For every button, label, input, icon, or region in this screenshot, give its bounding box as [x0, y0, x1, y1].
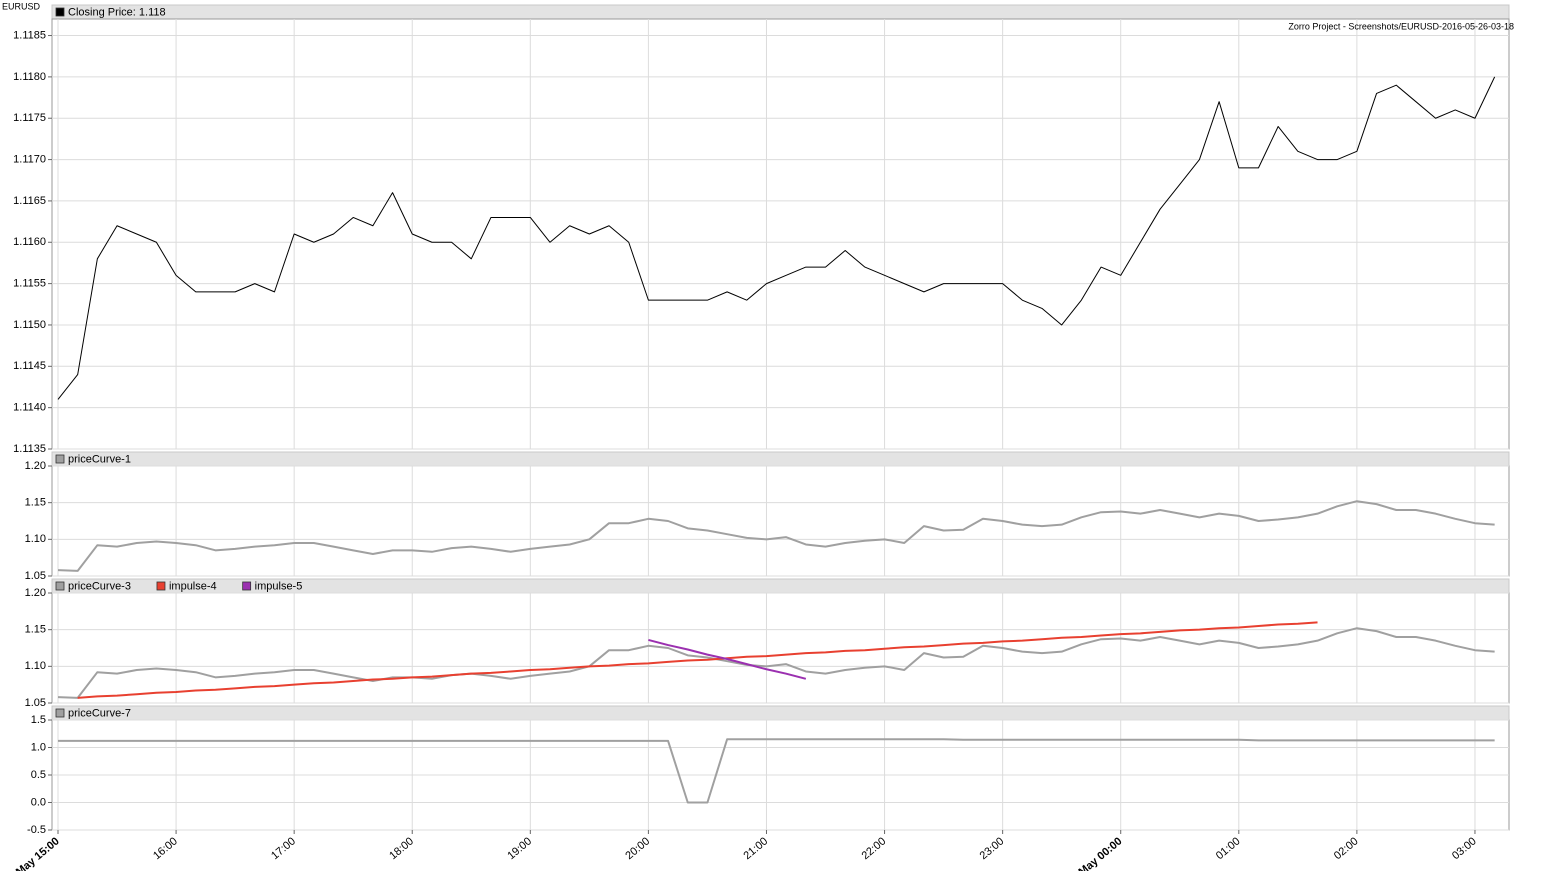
series-line: [57, 76, 1496, 400]
y-tick-label: 1.1185: [13, 29, 46, 41]
y-tick-label: 1.0: [31, 741, 46, 753]
plot-area: [51, 465, 1510, 577]
y-tick-label: 0.0: [31, 796, 46, 808]
y-tick-label: 1.1155: [13, 278, 46, 290]
y-tick-label: 1.10: [25, 660, 46, 672]
y-tick-label: 1.15: [25, 624, 46, 636]
annotation: Zorro Project - Screenshots/EURUSD-2016-…: [1288, 21, 1514, 31]
series-line: [57, 500, 1495, 572]
legend-swatch: [55, 581, 65, 591]
panel-header: [51, 4, 1510, 20]
legend-label: Closing Price: 1.118: [68, 6, 166, 18]
series-line: [648, 638, 807, 680]
y-tick-label: 1.1135: [13, 443, 46, 455]
legend-swatch: [242, 581, 252, 591]
legend-label: priceCurve-3: [68, 580, 131, 592]
y-tick-label: 1.1180: [13, 71, 46, 83]
y-tick-label: 1.1165: [13, 195, 46, 207]
legend-swatch: [55, 708, 65, 718]
y-tick-label: 1.05: [25, 697, 46, 709]
y-tick-label: 0.5: [31, 769, 46, 781]
legend-swatch: [55, 7, 65, 17]
y-tick-label: 1.5: [31, 714, 46, 726]
series-line: [77, 621, 1318, 699]
plot-area: [51, 18, 1510, 450]
legend-label: priceCurve-1: [68, 453, 131, 465]
y-tick-label: 1.20: [25, 460, 46, 472]
y-tick-label: 1.1170: [13, 153, 46, 165]
y-tick-label: 1.1150: [13, 319, 46, 331]
y-tick-label: 1.1140: [13, 402, 46, 414]
symbol: EURUSD: [2, 1, 41, 11]
series-line: [57, 627, 1495, 699]
y-tick-label: 1.20: [25, 587, 46, 599]
panel-header: [51, 451, 1510, 467]
y-tick-label: -0.5: [27, 824, 46, 836]
legend-label: impulse-4: [169, 580, 217, 592]
legend-swatch: [156, 581, 166, 591]
y-tick-label: 1.1145: [13, 360, 46, 372]
series-line: [58, 738, 1495, 804]
y-tick-label: 1.1160: [13, 236, 46, 248]
legend-label: impulse-5: [255, 580, 303, 592]
panel-header: [51, 705, 1510, 721]
y-tick-label: 1.1175: [13, 112, 46, 124]
y-tick-label: 1.15: [25, 497, 46, 509]
y-tick-label: 1.05: [25, 570, 46, 582]
legend-swatch: [55, 454, 65, 464]
y-tick-label: 1.10: [25, 533, 46, 545]
legend-label: priceCurve-7: [68, 707, 131, 719]
